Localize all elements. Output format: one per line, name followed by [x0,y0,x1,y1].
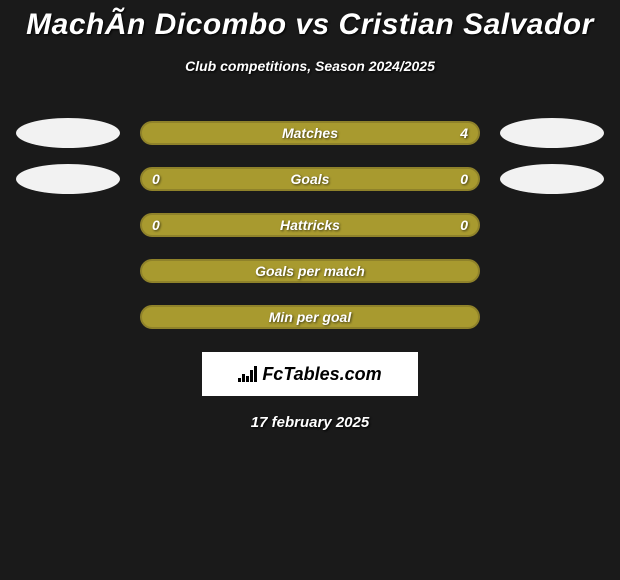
right-ellipse [500,164,604,194]
stat-bar: Min per goal [140,305,480,329]
left-ellipse [16,164,120,194]
date-label: 17 february 2025 [0,414,620,431]
right-gap [500,210,604,240]
stat-right-value: 4 [460,125,468,141]
logo-label: FcTables.com [262,364,381,385]
right-gap [500,302,604,332]
stat-label: Matches [282,125,338,141]
stat-bar: Goals per match [140,259,480,283]
stat-label: Hattricks [280,217,340,233]
stat-label: Min per goal [269,309,351,325]
stat-row: 0 Hattricks 0 [0,202,620,248]
right-ellipse [500,118,604,148]
stat-row: 0 Goals 0 [0,156,620,202]
stat-row: Goals per match [0,248,620,294]
left-gap [16,256,120,286]
stat-row: Min per goal [0,294,620,340]
left-ellipse [16,118,120,148]
stats-rows: Matches 4 0 Goals 0 0 Hattricks 0 Goals per matc… [0,110,620,340]
stat-label: Goals per match [255,263,365,279]
stat-right-value: 0 [460,171,468,187]
logo-box: FcTables.com [202,352,418,396]
stat-right-value: 0 [460,217,468,233]
stat-bar: 0 Hattricks 0 [140,213,480,237]
bars-icon [238,366,258,382]
stat-label: Goals [291,171,330,187]
logo: FcTables.com [238,364,381,385]
stat-left-value: 0 [152,217,160,233]
left-gap [16,302,120,332]
page-subtitle: Club competitions, Season 2024/2025 [0,58,620,74]
stat-left-value: 0 [152,171,160,187]
page-title: MachÃ­n Dicombo vs Cristian Salvador [0,0,620,42]
stat-bar: 0 Goals 0 [140,167,480,191]
left-gap [16,210,120,240]
stat-bar: Matches 4 [140,121,480,145]
stat-row: Matches 4 [0,110,620,156]
right-gap [500,256,604,286]
